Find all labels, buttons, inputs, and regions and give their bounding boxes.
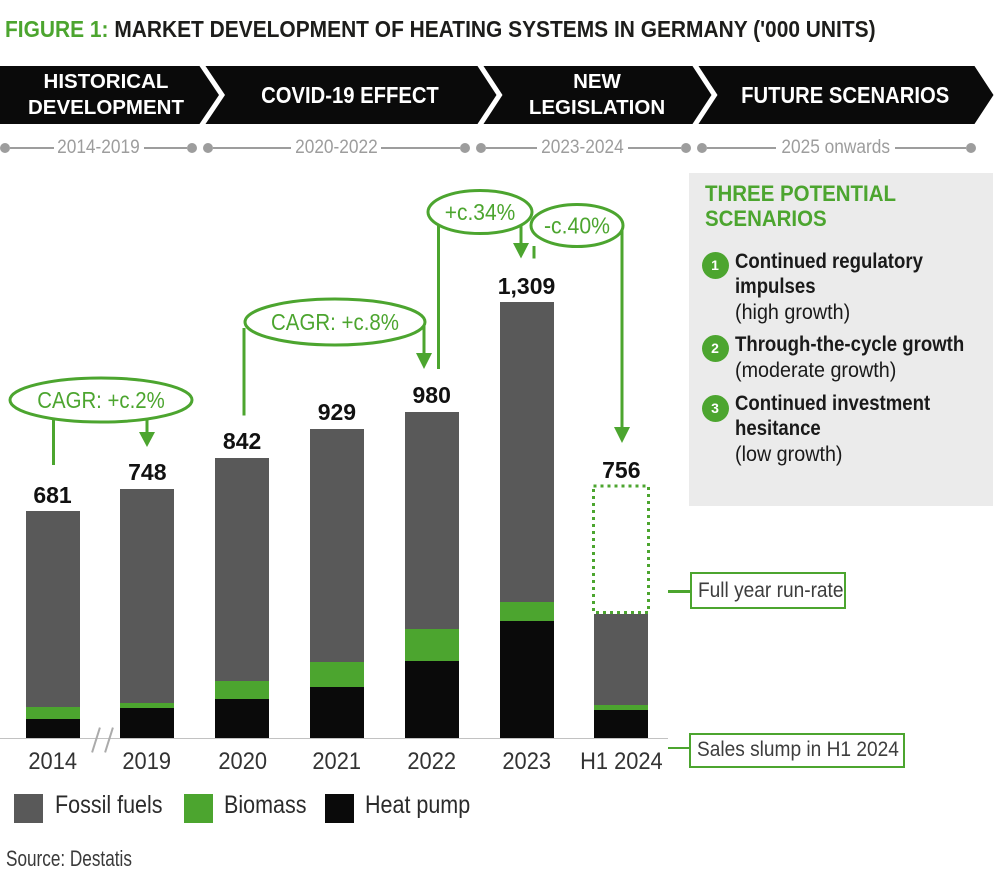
svg-text:CAGR: +c.8%: CAGR: +c.8% — [271, 309, 399, 335]
svg-text:-c.40%: -c.40% — [544, 213, 610, 239]
svg-text:+c.34%: +c.34% — [445, 199, 516, 225]
svg-text:CAGR: +c.2%: CAGR: +c.2% — [37, 387, 165, 413]
